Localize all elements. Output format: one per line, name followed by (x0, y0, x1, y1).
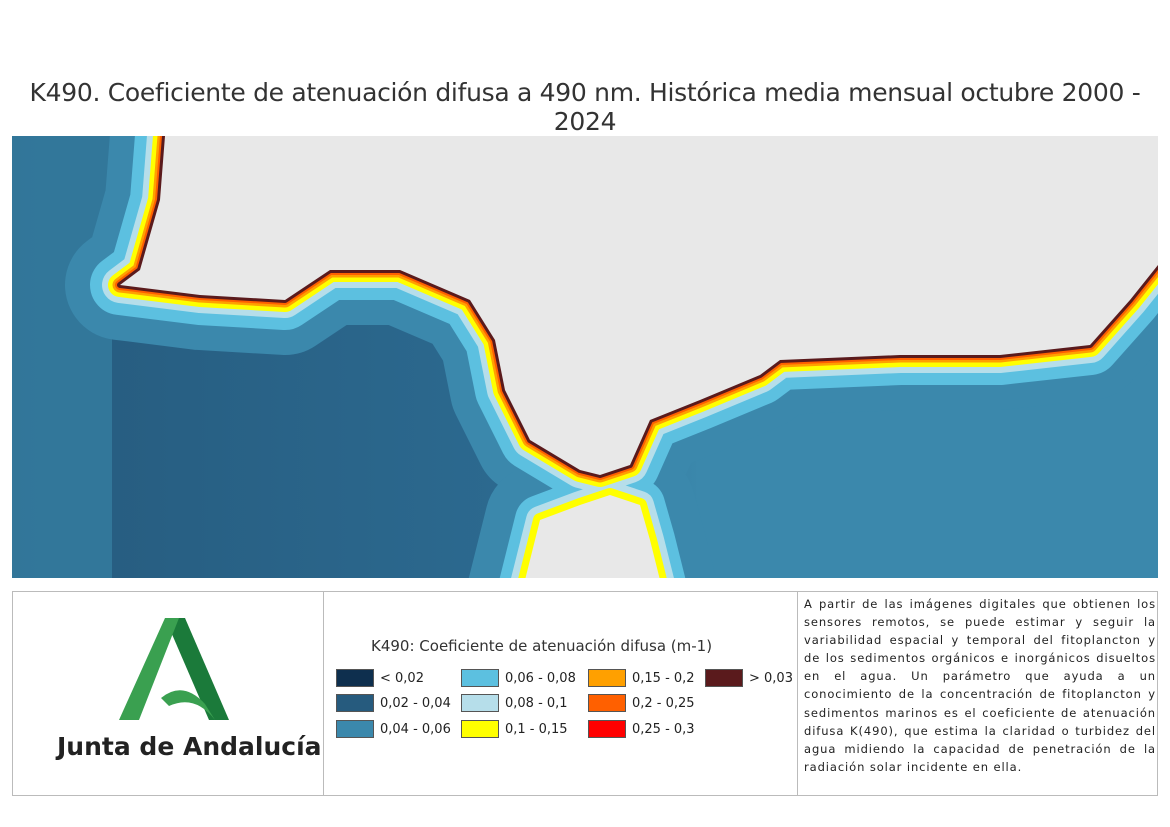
legend-swatch (588, 669, 626, 687)
legend-label: < 0,02 (380, 670, 424, 686)
legend-label: 0,25 - 0,3 (632, 721, 695, 737)
legend-label: 0,1 - 0,15 (505, 721, 568, 737)
divider (323, 592, 324, 795)
divider (797, 592, 798, 795)
legend-label: 0,04 - 0,06 (380, 721, 451, 737)
legend-label: 0,08 - 0,1 (505, 695, 568, 711)
legend-label: 0,2 - 0,25 (632, 695, 695, 711)
sea-west (12, 136, 112, 578)
logo-text: Junta de Andalucía (57, 732, 322, 761)
legend-item: 0,04 - 0,06 (336, 720, 451, 738)
legend-item: 0,1 - 0,15 (461, 720, 568, 738)
legend-item: 0,2 - 0,25 (588, 694, 695, 712)
legend-label: 0,02 - 0,04 (380, 695, 451, 711)
legend-item: 0,15 - 0,2 (588, 669, 695, 687)
legend-item: 0,08 - 0,1 (461, 694, 568, 712)
legend-item: 0,02 - 0,04 (336, 694, 451, 712)
logo-mark (119, 618, 229, 720)
legend-item: 0,25 - 0,3 (588, 720, 695, 738)
legend-swatch (705, 669, 743, 687)
legend-label: > 0,03 (749, 670, 793, 686)
legend-item: 0,06 - 0,08 (461, 669, 576, 687)
legend-label: 0,06 - 0,08 (505, 670, 576, 686)
legend-swatch (336, 669, 374, 687)
legend-label: 0,15 - 0,2 (632, 670, 695, 686)
legend-swatch (336, 694, 374, 712)
legend-swatch (588, 720, 626, 738)
legend-swatch (588, 694, 626, 712)
legend-title: K490: Coeficiente de atenuación difusa (… (371, 637, 713, 655)
description: A partir de las imágenes digitales que o… (804, 597, 1156, 774)
legend-swatch (461, 720, 499, 738)
legend-swatch (336, 720, 374, 738)
map-title: K490. Coeficiente de atenuación difusa a… (29, 78, 1141, 136)
map (12, 136, 1158, 578)
legend-swatch (461, 694, 499, 712)
info-panel: Junta de Andalucía K490: Coeficiente de … (12, 591, 1158, 796)
legend-swatch (461, 669, 499, 687)
legend-item: > 0,03 (705, 669, 793, 687)
legend-item: < 0,02 (336, 669, 424, 687)
